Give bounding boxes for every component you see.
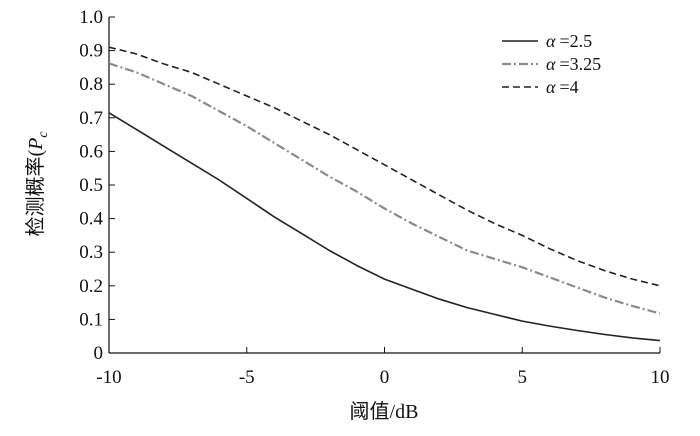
y-tick-label: 0.5 xyxy=(79,175,103,196)
y-axis-title-symbol: P xyxy=(25,138,47,151)
legend-value: =3.25 xyxy=(559,54,601,74)
x-tick-label: 0 xyxy=(380,367,390,388)
y-tick-label: 0.9 xyxy=(79,41,103,62)
x-tick-label: 5 xyxy=(518,367,528,388)
legend-label: α =2.5 xyxy=(546,31,592,51)
legend-label: α =4 xyxy=(546,77,579,97)
y-tick-label: 0.1 xyxy=(79,309,103,330)
y-tick-label: 0.7 xyxy=(79,108,103,129)
axes: 0 0.1 0.2 0.3 0.4 0.5 0.6 0.7 0.8 0.9 1.0 -10 -5 0 5 10 xyxy=(79,7,669,388)
x-tick-label: -10 xyxy=(96,367,121,388)
y-tick-label: 0.4 xyxy=(79,209,103,230)
legend-value: =4 xyxy=(559,77,578,97)
series-line-3 xyxy=(108,46,661,287)
legend-label: α =3.25 xyxy=(546,54,601,74)
plot-area xyxy=(108,46,661,342)
y-tick-label: 1.0 xyxy=(79,7,103,28)
y-tick-label: 0.2 xyxy=(79,276,103,297)
y-tick-label: 0.6 xyxy=(79,141,103,162)
x-axis-title: 阈值/dB xyxy=(350,400,419,423)
y-tick-label: 0.8 xyxy=(79,74,103,95)
y-tick-label: 0.3 xyxy=(79,242,103,263)
y-axis-title-main: 检测概率( xyxy=(24,150,47,237)
y-tick-label: 0 xyxy=(94,343,104,364)
series-line-1 xyxy=(108,112,661,342)
legend-value: =2.5 xyxy=(559,31,592,51)
legend-symbol: α xyxy=(546,31,556,51)
legend-symbol: α xyxy=(546,54,556,74)
series-line-2 xyxy=(108,62,661,315)
legend-symbol: α xyxy=(546,77,556,97)
legend: α =2.5α =3.25α =4 xyxy=(502,31,601,97)
x-tick-label: 10 xyxy=(651,367,670,388)
y-axis-title: 检测概率(Pc xyxy=(24,131,51,237)
x-tick-label: -5 xyxy=(239,367,255,388)
y-axis-title-subscript: c xyxy=(36,131,51,138)
